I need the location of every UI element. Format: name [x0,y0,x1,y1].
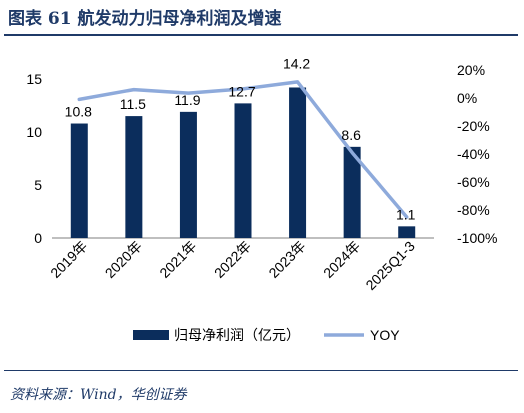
header-divider [4,34,518,36]
legend-bar-swatch [133,330,169,340]
chart-footer: 资料来源：Wind，华创证券 [0,370,524,413]
x-axis-category-label: 2025Q1-3 [362,238,417,293]
bar-data-label: 12.7 [228,83,255,99]
right-axis-tick-label: 0% [457,90,477,106]
x-axis-category-label: 2023年 [265,238,308,281]
bar [70,123,88,238]
chart-title: 图表 61 航发动力归母净利润及增速 [8,9,282,29]
legend: 归母净利润（亿元） YOY [133,327,400,343]
left-axis-tick-label: 0 [34,230,42,246]
bar-data-label: 11.9 [174,92,200,108]
bar-data-label: 14.2 [283,55,310,71]
x-axis-category-label: 2021年 [156,238,199,281]
bar-series [70,87,416,238]
bar [289,87,307,238]
right-axis-tick-label: -60% [457,174,490,190]
bar [234,103,252,238]
yoy-line-series [77,80,409,219]
right-axis: 20% 0% -20% -40% -60% -80% -100% [457,62,497,246]
bar-data-labels: 10.8 11.5 11.9 12.7 14.2 8.6 1.1 [65,55,416,222]
bar-data-label: 11.5 [120,96,146,112]
legend-line-label: YOY [370,327,400,343]
left-axis-tick-label: 5 [34,177,42,193]
bar [343,146,361,238]
bar-data-label: 8.6 [341,127,361,143]
left-axis: 0 5 10 15 [26,71,42,246]
bar-data-label: 10.8 [65,104,92,120]
x-axis-category-label: 2019年 [47,238,90,281]
left-axis-tick-label: 15 [26,71,42,87]
bar [179,111,197,238]
x-axis-labels: 2019年 2020年 2021年 2022年 2023年 2024年 2025Q1-3 [47,238,418,293]
right-axis-tick-label: -40% [457,146,490,162]
footer-divider [4,370,518,371]
right-axis-tick-label: -20% [457,118,490,134]
x-axis-category-label: 2022年 [211,238,254,281]
bar [398,226,416,238]
source-note: 资料来源：Wind，华创证券 [10,387,187,403]
bar [125,116,143,238]
left-axis-tick-label: 10 [26,124,42,140]
right-axis-tick-label: 20% [457,62,485,78]
x-axis-category-label: 2020年 [102,238,145,281]
right-axis-tick-label: -80% [457,202,490,218]
bar-data-label: 1.1 [396,206,416,222]
right-axis-tick-label: -100% [457,230,497,246]
legend-bar-label: 归母净利润（亿元） [174,327,300,343]
chart-header: 图表 61 航发动力归母净利润及增速 [0,0,524,40]
x-axis-category-label: 2024年 [320,238,363,281]
